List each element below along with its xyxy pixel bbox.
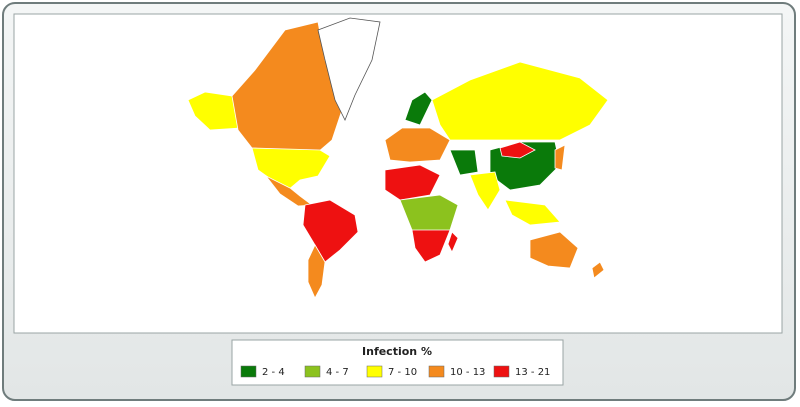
legend-label: 13 - 21	[515, 367, 550, 378]
legend: Infection % 2 - 4 4 - 7 7 - 10 10 - 13 13 - …	[231, 339, 564, 386]
europe	[384, 127, 451, 163]
madagascar	[447, 231, 459, 253]
legend-swatch	[240, 365, 257, 378]
russia	[431, 61, 609, 141]
australia	[529, 231, 579, 269]
central-asia	[449, 149, 479, 176]
legend-swatch	[304, 365, 321, 378]
japan	[554, 144, 566, 171]
southern-africa	[411, 229, 451, 263]
world-map	[187, 17, 609, 299]
legend-box	[231, 339, 564, 386]
legend-swatch	[493, 365, 510, 378]
north-africa	[384, 164, 441, 201]
legend-label: 7 - 10	[388, 367, 417, 378]
new-zealand	[591, 261, 605, 279]
legend-items: 2 - 4 4 - 7 7 - 10 10 - 13 13 - 21	[240, 365, 550, 378]
canada	[231, 21, 343, 153]
southeast-asia	[504, 199, 561, 226]
greenland	[317, 17, 381, 121]
legend-label: 4 - 7	[326, 367, 349, 378]
legend-label: 10 - 13	[450, 367, 485, 378]
brazil-region	[302, 199, 359, 263]
mongolia	[499, 141, 536, 159]
legend-swatch	[366, 365, 383, 378]
southern-cone	[307, 244, 326, 299]
india	[469, 171, 501, 211]
scandinavia	[404, 91, 433, 126]
legend-label: 2 - 4	[262, 367, 285, 378]
legend-title: Infection %	[362, 345, 432, 358]
legend-swatch	[428, 365, 445, 378]
